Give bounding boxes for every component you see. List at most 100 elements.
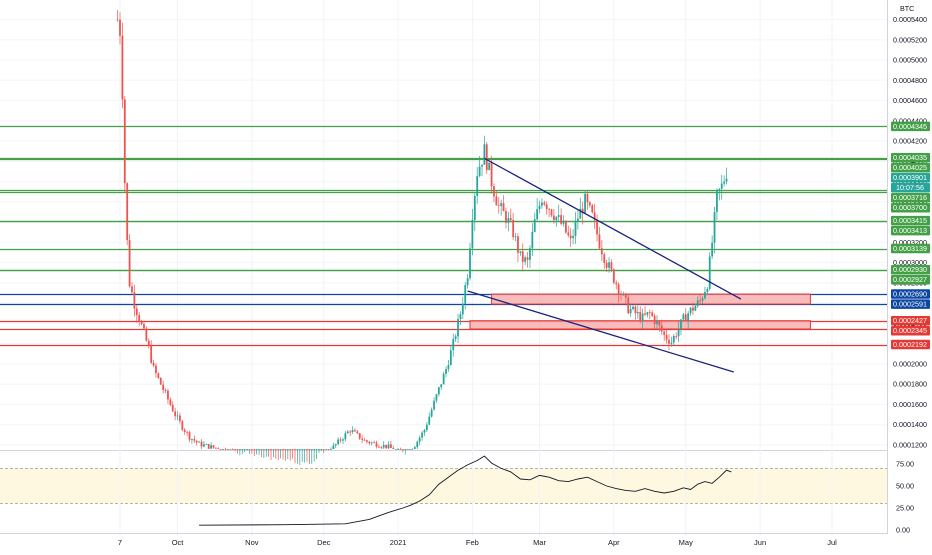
- current-price-tag: 0.0003901: [893, 173, 927, 182]
- candle-body: [526, 257, 529, 260]
- candle-body: [181, 421, 184, 430]
- candle-body: [387, 444, 390, 449]
- candle-body: [399, 449, 402, 450]
- candle-body: [521, 251, 524, 262]
- candle-body: [205, 444, 208, 445]
- x-tick-label: Dec: [317, 538, 331, 547]
- candle-body: [627, 297, 630, 314]
- candle-body: [711, 242, 714, 257]
- candle-body: [214, 447, 217, 449]
- rsi-panel: [0, 450, 887, 505]
- candle-body: [219, 449, 222, 450]
- y-tick-label: 0.0004400: [893, 116, 927, 125]
- candle-body: [212, 445, 215, 448]
- candle-body: [308, 449, 311, 450]
- candle-body: [533, 219, 536, 232]
- candle-body: [306, 449, 308, 450]
- x-tick-label: Jun: [754, 538, 766, 547]
- candle-body: [519, 251, 522, 253]
- trendline-0: [484, 157, 742, 300]
- candle-body: [128, 240, 131, 287]
- candle-body: [277, 449, 280, 450]
- candle-body: [291, 449, 294, 450]
- candle-body: [226, 449, 229, 450]
- candle-body: [471, 219, 474, 249]
- candle-body: [488, 162, 491, 171]
- candle-body: [636, 312, 639, 314]
- candle-body: [598, 234, 601, 249]
- candle-body: [310, 449, 313, 450]
- candle-body: [183, 429, 186, 432]
- candle-body: [708, 256, 711, 289]
- candle-body: [320, 449, 323, 450]
- rsi-line: [199, 455, 732, 526]
- current-price-tag-bg: [891, 173, 930, 183]
- candle-body: [541, 202, 543, 206]
- candle-body: [167, 390, 169, 400]
- candle-body: [490, 162, 493, 187]
- candle-body: [397, 449, 399, 450]
- candle-body: [382, 444, 385, 448]
- candle-body: [555, 216, 558, 221]
- candle-body: [322, 449, 325, 450]
- candle-body: [246, 449, 248, 450]
- candle-body: [222, 449, 224, 450]
- candle-body: [428, 416, 431, 425]
- candle-body: [435, 394, 438, 401]
- candle-body: [572, 236, 574, 239]
- candle-body: [567, 232, 570, 236]
- candle-body: [260, 449, 263, 450]
- candle-body: [437, 387, 440, 395]
- candle-body: [658, 321, 661, 326]
- rsi-indicator: [199, 455, 732, 526]
- candle-body: [389, 444, 392, 449]
- x-tick-label: 2021: [390, 538, 407, 547]
- candle-body: [509, 218, 512, 221]
- candle-body: [493, 186, 495, 197]
- candle-body: [363, 439, 366, 441]
- candle-body: [531, 231, 534, 249]
- candle-body: [354, 430, 356, 432]
- candle-body: [615, 282, 618, 285]
- candle-body: [262, 449, 265, 450]
- y-tick-label: 0.0005200: [893, 35, 927, 44]
- candle-body: [464, 285, 467, 304]
- candle-body: [481, 164, 483, 167]
- candle-body: [629, 309, 632, 314]
- candle-body: [174, 411, 177, 417]
- candles: [116, 9, 728, 465]
- candle-body: [318, 449, 320, 450]
- y-tick-label: 0.0001200: [893, 441, 927, 450]
- candle-body: [624, 293, 627, 298]
- candle-body: [641, 313, 644, 322]
- y-tick-label: 0.0003000: [893, 258, 927, 267]
- candle-body: [394, 449, 397, 450]
- candle-body: [447, 365, 450, 370]
- candle-body: [543, 202, 546, 205]
- level-tag-bg: [891, 153, 930, 163]
- candle-body: [327, 449, 330, 450]
- candle-body: [483, 144, 486, 165]
- candle-body: [416, 441, 419, 448]
- candle-body: [668, 339, 670, 344]
- y-tick-label: 0.0004800: [893, 76, 927, 85]
- candle-body: [593, 212, 596, 221]
- candle-body: [241, 449, 244, 450]
- candle-body: [579, 208, 582, 219]
- candle-body: [289, 449, 292, 450]
- candle-body: [282, 449, 284, 450]
- horizontal-levels: [0, 125, 887, 347]
- rsi-band: [0, 468, 887, 504]
- candle-body: [217, 448, 220, 450]
- candle-body: [692, 307, 694, 311]
- rsi-tick-label: 25.00: [896, 504, 914, 513]
- candle-body: [620, 294, 622, 295]
- candle-body: [704, 292, 706, 299]
- candle-body: [634, 306, 637, 314]
- candle-body: [505, 211, 507, 223]
- candle-body: [351, 430, 354, 433]
- candle-body: [716, 189, 718, 212]
- candle-body: [591, 205, 594, 213]
- candle-body: [296, 449, 299, 450]
